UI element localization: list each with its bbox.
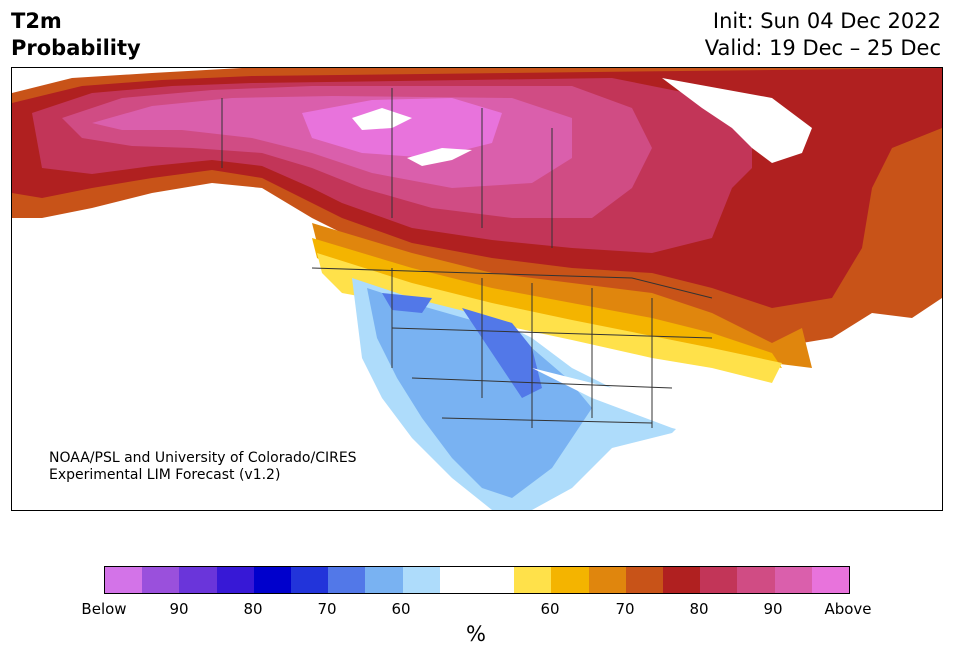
map-canvas: [12, 68, 942, 510]
colorbar-swatch: [514, 567, 552, 593]
great-bear-lake: [352, 108, 412, 130]
colorbar-swatch: [142, 567, 180, 593]
colorbar: [104, 566, 850, 594]
colorbar-tick-label: 70: [615, 600, 635, 618]
colorbar-tick-label: 80: [689, 600, 709, 618]
colorbar-swatch: [663, 567, 701, 593]
great-slave-lake: [407, 148, 472, 166]
colorbar-swatch: [402, 567, 440, 593]
colorbar-tick-label: 90: [169, 600, 189, 618]
region-above-max: [302, 98, 502, 158]
colorbar-swatch: [477, 567, 515, 593]
colorbar-tick-label: Below: [81, 600, 127, 618]
colorbar-tick-label: 80: [243, 600, 263, 618]
region-below-60: [367, 288, 592, 498]
hudson-bay: [662, 78, 812, 163]
colorbar-swatch: [105, 567, 143, 593]
colorbar-tick-label: 60: [540, 600, 560, 618]
region-above-50: [317, 253, 782, 383]
colorbar-tick-label: 90: [763, 600, 783, 618]
map-title: T2m Probability: [11, 8, 141, 62]
colorbar-swatch: [439, 567, 478, 593]
colorbar-swatch: [625, 567, 664, 593]
political-borders: [221, 88, 713, 428]
colorbar-tick-label: 60: [391, 600, 411, 618]
colorbar-swatch: [811, 567, 850, 593]
region-above-55: [312, 238, 782, 368]
colorbar-swatch: [551, 567, 589, 593]
credit-line-1: NOAA/PSL and University of Colorado/CIRE…: [49, 450, 357, 466]
forecast-dates: Init: Sun 04 Dec 2022 Valid: 19 Dec – 25…: [705, 8, 941, 62]
init-date: Init: Sun 04 Dec 2022: [712, 9, 941, 33]
colorbar-swatch: [737, 567, 775, 593]
probability-map: [11, 67, 943, 511]
colorbar-swatch: [291, 567, 329, 593]
colorbar-tick-label: Above: [824, 600, 872, 618]
title-line-variable: T2m: [11, 9, 62, 33]
region-below-70: [382, 293, 542, 398]
colorbar-swatch: [328, 567, 366, 593]
credit-text: NOAA/PSL and University of Colorado/CIRE…: [49, 450, 357, 484]
valid-range: Valid: 19 Dec – 25 Dec: [704, 36, 941, 60]
colorbar-swatch: [774, 567, 812, 593]
title-line-probability: Probability: [11, 36, 141, 60]
colorbar-tick-label: 70: [317, 600, 337, 618]
colorbar-swatch: [216, 567, 254, 593]
colorbar-unit: %: [466, 622, 486, 646]
credit-line-2: Experimental LIM Forecast (v1.2): [49, 467, 281, 483]
colorbar-swatch: [700, 567, 738, 593]
colorbar-swatch: [253, 567, 292, 593]
colorbar-swatch: [588, 567, 626, 593]
colorbar-swatch: [365, 567, 403, 593]
colorbar-swatch: [179, 567, 217, 593]
